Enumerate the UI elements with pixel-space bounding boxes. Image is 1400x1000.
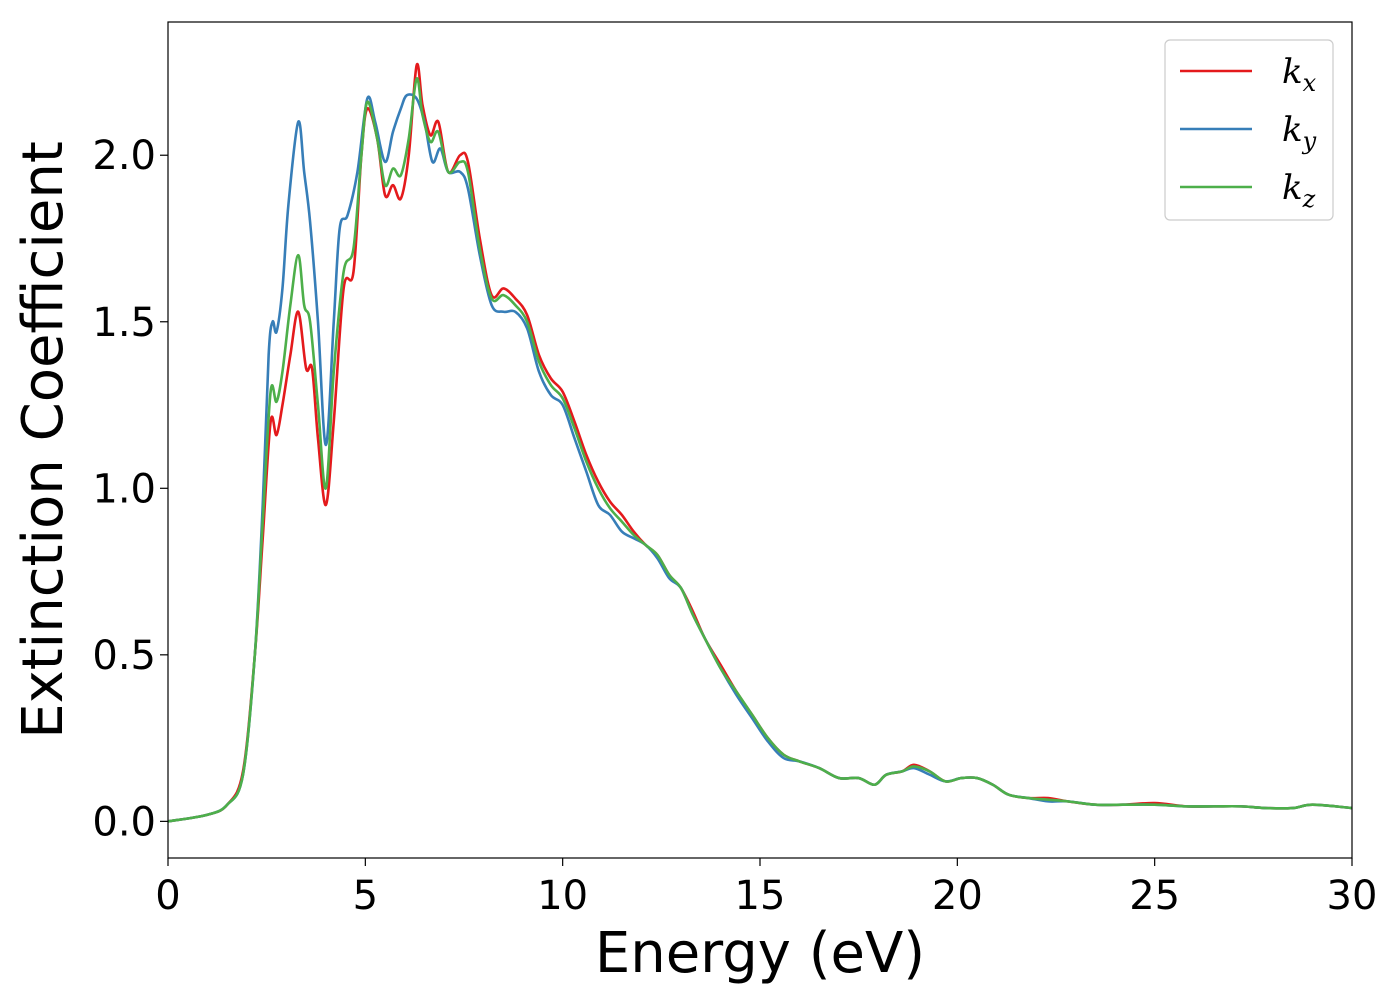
series-layer — [168, 62, 1352, 823]
legend: kx ky kz — [1164, 39, 1334, 221]
x-tick-label: 0 — [155, 873, 180, 919]
y-axis: 0.0 0.5 1.0 1.5 2.0 — [92, 133, 168, 845]
y-tick-label: 1.0 — [92, 466, 156, 512]
x-axis: 0 5 10 15 20 25 30 — [155, 858, 1377, 919]
y-tick-label: 2.0 — [92, 133, 156, 179]
legend-label-k-x: kx — [1282, 52, 1317, 97]
x-tick-label: 20 — [932, 873, 983, 919]
x-tick-label: 15 — [735, 873, 786, 919]
x-tick-label: 25 — [1129, 873, 1180, 919]
y-tick-label: 1.5 — [92, 300, 156, 346]
x-axis-label: Energy (eV) — [595, 921, 925, 986]
x-tick-label: 30 — [1327, 873, 1378, 919]
y-tick-label: 0.5 — [92, 633, 156, 679]
legend-label-k-z: kz — [1282, 168, 1316, 213]
legend-label-k-y: ky — [1282, 110, 1317, 155]
y-tick-label: 0.0 — [92, 799, 156, 845]
x-tick-label: 5 — [353, 873, 378, 919]
x-tick-label: 10 — [537, 873, 588, 919]
y-axis-label: Extinction Coefficient — [11, 141, 76, 739]
series-line-k-z — [168, 77, 1352, 823]
